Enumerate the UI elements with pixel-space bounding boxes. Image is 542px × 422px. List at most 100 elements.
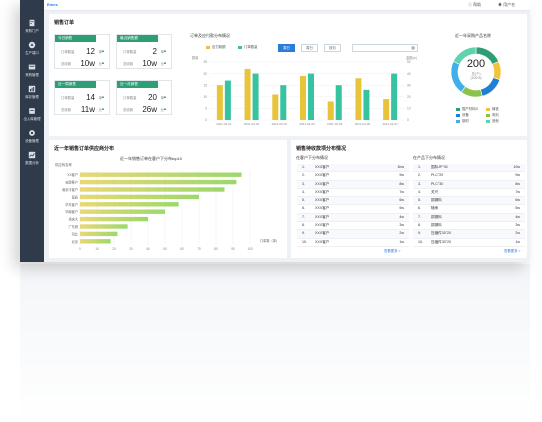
bar — [363, 89, 370, 120]
segment-day[interactable]: 周日 — [278, 44, 295, 52]
table-row[interactable]: 4. 关尺 7w — [413, 189, 525, 198]
sidebar-item-label: 库存管理 — [25, 95, 39, 99]
segment-week[interactable]: 周日 — [301, 44, 318, 52]
order-bar-chart: 数量 金额(w) 0 0 5 10 10 20 15 30 20 40 25 50 2021-04-01 20… — [192, 55, 417, 126]
x-tick-label: 2021-04-05 — [327, 122, 343, 126]
help-icon: ⓘ — [468, 2, 474, 7]
trend-up-icon: ▲ — [163, 94, 167, 99]
sidebar-item-label: 设备管理 — [25, 139, 39, 143]
hbar-xlabel: 订单数（单） — [260, 239, 280, 243]
legend-label: 电料 — [492, 113, 499, 117]
donut-slice — [480, 77, 501, 97]
x-tick-label: 10 — [95, 247, 99, 251]
sidebar-item-portal[interactable]: 采购门户 — [20, 16, 44, 38]
sidebar-item-inventory[interactable]: 库存管理 — [20, 82, 44, 104]
row-rank: 3. — [302, 181, 305, 186]
legend-label: 设备 — [462, 113, 469, 117]
table-row[interactable]: 10. 压缩件30"20 1w — [413, 239, 525, 247]
x-tick-label: 70 — [197, 247, 201, 251]
table-row[interactable]: 2. PLC"20 9w — [413, 172, 525, 181]
legend-label: 订单数量 — [244, 45, 258, 49]
product-more-link[interactable]: 查看更多 > — [504, 249, 521, 253]
order-card[interactable]: 近一周销售 订单数量 14 单 ▲ 总收款 11w 元 ▲ — [54, 80, 110, 115]
y-tick-label: 重庆大 — [68, 217, 78, 222]
y2-tick-label: 10 — [407, 107, 411, 111]
row-rank: 10. — [302, 239, 307, 244]
hbar-title: 近一年销售订单在客户下分布top10 — [120, 156, 183, 161]
card-label: 总收款 — [61, 108, 72, 112]
sidebar-item-equipment[interactable]: 设备管理 — [20, 126, 44, 148]
segment-month[interactable]: 按月 — [324, 44, 341, 52]
card-label: 总收款 — [123, 62, 134, 66]
bar — [80, 202, 179, 207]
date-range-input[interactable]: ▦ — [352, 44, 418, 52]
row-name: 压缩件30"20 — [431, 239, 452, 244]
row-name: XXX客户 — [315, 231, 330, 236]
table-row[interactable]: 1. XXX客户 1bw — [297, 164, 409, 173]
legend-swatch — [456, 119, 460, 123]
order-card[interactable]: 今日销售 订单数量 12 单 ▲ 总收款 10w 元 ▲ — [54, 34, 110, 69]
row-value: 8w — [515, 181, 520, 186]
sidebar-item-purchase[interactable]: 采购管理 — [20, 60, 44, 82]
row-rank: 7. — [418, 214, 421, 219]
card-value: 26w — [142, 105, 157, 114]
row-name: 铜锡料 — [431, 223, 442, 228]
donut-chart — [450, 46, 502, 98]
table-row[interactable]: 4. XXX客户 7w — [297, 189, 409, 198]
donut-legend-item: 电料 — [486, 112, 499, 117]
card-header: 今日销售 — [55, 35, 96, 42]
y2-axis-label: 金额(w) — [406, 55, 417, 60]
y-tick-label: 10 — [203, 95, 207, 99]
order-card[interactable]: 近一月销售 订单数量 20 单 ▲ 总收款 26w 元 ▲ — [116, 80, 172, 115]
table-row[interactable]: 5. XXX客户 6w — [297, 197, 409, 206]
table-row[interactable]: 3. PLC"30 8w — [413, 180, 525, 189]
y-tick-label: 星辰 — [72, 194, 79, 199]
legend-label: 钢材 — [462, 119, 469, 123]
table-row[interactable]: 1. 国际JP"30 10w — [413, 164, 525, 173]
sidebar-item-label: 数据分析 — [25, 161, 39, 165]
row-name: 随承 — [431, 206, 439, 211]
row-rank: 6. — [302, 206, 305, 211]
legend-swatch — [486, 119, 490, 123]
bar — [335, 85, 342, 120]
top-bar: Emes ⓘ 帮助 ◉ 用户名 — [44, 0, 530, 11]
box-icon — [29, 108, 35, 114]
product-table-title: 在产品下分布情况 — [413, 155, 445, 160]
row-value: 8w — [399, 181, 404, 186]
row-name: PLC"20 — [431, 173, 444, 178]
user-menu[interactable]: ◉ 用户名 — [498, 2, 515, 8]
table-row[interactable]: 7. 铜锡料 4w — [413, 213, 525, 223]
sidebar-item-warehouse[interactable]: 出入库管理 — [20, 104, 44, 126]
sidebar-item-analytics[interactable]: 数据分析 — [20, 148, 44, 170]
table-row[interactable]: 5. 铜锡料 6w — [413, 197, 525, 206]
row-name: PLC"30 — [431, 181, 444, 186]
legend-label: 国产材料B — [462, 107, 478, 111]
bar — [216, 85, 223, 120]
table-row[interactable]: 9. 压缩件30"20 2w — [413, 230, 525, 239]
table-row[interactable]: 2. XXX客户 9w — [297, 172, 409, 181]
help-link[interactable]: ⓘ 帮助 — [468, 2, 481, 8]
card-unit: 元 — [98, 62, 102, 66]
table-row[interactable]: 7. XXX客户 4w — [297, 213, 409, 223]
order-card[interactable]: 最近销售额 订单数量 2 单 ▲ 总收款 10w 元 ▲ — [116, 34, 172, 69]
table-row[interactable]: 8. 铜锡料 3w — [413, 222, 525, 231]
legend-item: 应付款额 — [206, 44, 226, 49]
table-row[interactable]: 9. XXX客户 2w — [297, 230, 409, 239]
user-name: 用户名 — [503, 2, 516, 7]
card-unit: 元 — [98, 108, 102, 112]
trend-up-icon: ▲ — [101, 48, 105, 53]
table-row[interactable]: 6. XXX客户 5w — [297, 205, 409, 214]
table-row[interactable]: 3. XXX客户 8w — [297, 180, 409, 189]
customer-more-link[interactable]: 查看更多 > — [384, 249, 401, 253]
row-name: XXX客户 — [315, 239, 330, 244]
table-row[interactable]: 10. XXX客户 1w — [297, 239, 409, 247]
y-tick-label: 河北 — [72, 231, 79, 236]
sidebar-item-production[interactable]: 生产端口 — [20, 38, 44, 60]
table-row[interactable]: 8. XXX客户 3w — [297, 222, 409, 231]
trend-up-icon: ▲ — [101, 94, 105, 99]
table-row[interactable]: 6. 随承 5w — [413, 205, 525, 214]
card-value: 10w — [80, 59, 95, 68]
legend-swatch — [486, 107, 490, 111]
card-value: 10w — [142, 59, 157, 68]
row-value: 1w — [515, 239, 520, 244]
